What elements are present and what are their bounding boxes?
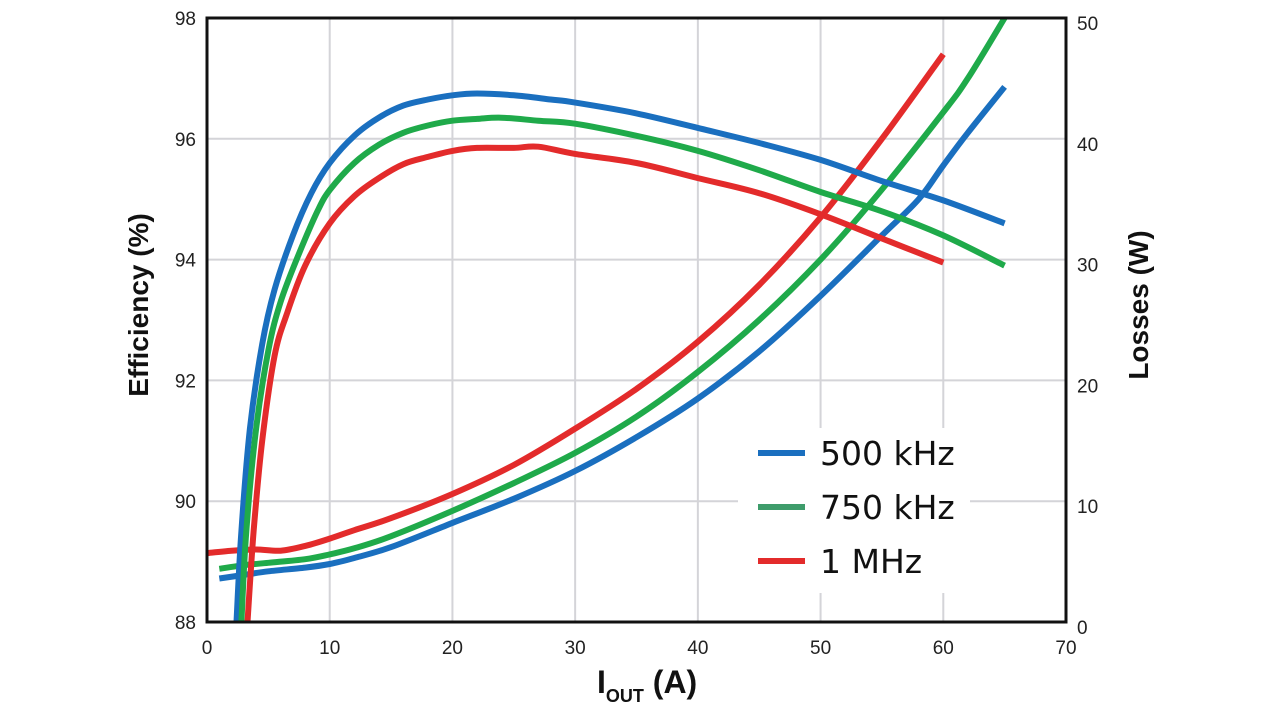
series-layer — [206, 16, 1008, 623]
x-tick-label: 10 — [319, 638, 340, 659]
legend-label: 750 kHz — [820, 488, 955, 527]
x-tick-label: 30 — [565, 638, 586, 659]
x-tick-label: 40 — [687, 638, 708, 659]
legend: 500 kHz 750 kHz 1 MHz — [758, 434, 955, 581]
x-axis-title: IOUT (A) — [597, 664, 697, 706]
y-tick-label: 92 — [175, 371, 196, 392]
x-axis-ticks: 0 10 20 30 40 50 60 70 — [202, 638, 1077, 659]
y-tick-label: 94 — [175, 251, 197, 272]
y2-tick-label: 20 — [1077, 376, 1098, 397]
y-axis-ticks: 88 90 92 94 96 98 — [175, 9, 197, 634]
y2-axis-ticks: 0 10 20 30 40 50 — [1077, 14, 1098, 639]
y-tick-label: 98 — [175, 9, 196, 30]
y-tick-label: 96 — [175, 130, 196, 151]
y-tick-label: 90 — [175, 492, 196, 513]
y2-axis-title: Losses (W) — [1123, 230, 1154, 379]
losses-line-500-khz — [218, 85, 1007, 582]
y2-tick-label: 50 — [1077, 14, 1098, 35]
plot-frame — [205, 16, 1068, 624]
x-tick-label: 0 — [202, 638, 213, 659]
y-tick-label: 88 — [175, 613, 196, 634]
x-tick-label: 60 — [933, 638, 954, 659]
legend-label: 1 MHz — [820, 542, 922, 581]
y2-tick-label: 0 — [1077, 618, 1088, 639]
losses-line-1-mhz — [206, 52, 946, 557]
y2-tick-label: 10 — [1077, 497, 1098, 518]
x-tick-label: 50 — [810, 638, 831, 659]
x-axis-title-subscript: OUT — [606, 686, 644, 706]
efficiency-line-500-khz — [233, 90, 1006, 623]
x-tick-label: 70 — [1055, 638, 1076, 659]
y-axis-title: Efficiency (%) — [123, 213, 154, 397]
efficiency-line-1-mhz — [244, 143, 945, 623]
x-tick-label: 20 — [442, 638, 463, 659]
y2-tick-label: 30 — [1077, 256, 1098, 277]
x-axis-title-main: I — [597, 664, 606, 700]
losses-line-750-khz — [218, 16, 1008, 572]
legend-label: 500 kHz — [820, 434, 955, 473]
x-axis-title-unit: (A) — [644, 664, 697, 700]
efficiency-line-750-khz — [238, 114, 1006, 623]
y2-tick-label: 40 — [1077, 135, 1098, 156]
